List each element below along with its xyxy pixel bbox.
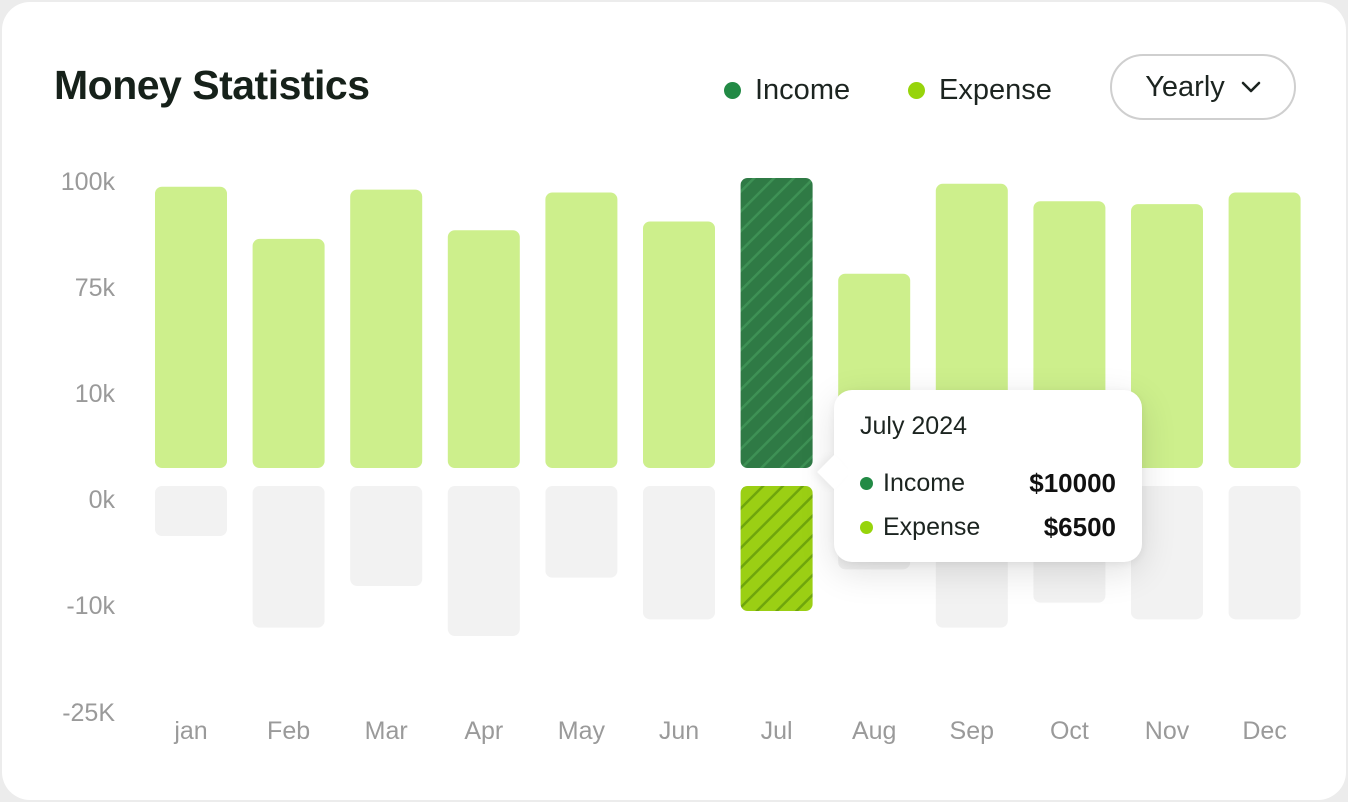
x-tick-label: Jun — [659, 717, 699, 745]
period-dropdown[interactable]: Yearly — [1110, 54, 1296, 120]
y-tick-label: -10k — [66, 592, 115, 620]
expense-bar-jul[interactable] — [740, 486, 813, 611]
x-tick-label: Feb — [267, 717, 310, 745]
income-bar-jul[interactable] — [740, 178, 813, 468]
expense-bar-dec[interactable] — [1228, 486, 1301, 620]
income-bar-mar[interactable] — [350, 189, 423, 468]
tooltip-expense-label: Expense — [883, 512, 981, 541]
legend-expense-label: Expense — [939, 73, 1052, 106]
income-bar-feb[interactable] — [252, 238, 325, 468]
y-tick-label: 10k — [75, 380, 116, 408]
legend-income-label: Income — [755, 73, 851, 106]
expense-bar-nov[interactable] — [1131, 486, 1203, 620]
tooltip-expense-row: Expense $6500 — [860, 512, 1116, 542]
income-bar-apr[interactable] — [447, 230, 520, 468]
legend-item-income: Income — [724, 70, 850, 110]
x-tick-label: Dec — [1242, 717, 1286, 745]
page-title: Money Statistics — [54, 62, 370, 108]
tooltip-expense-value: $6500 — [1043, 511, 1116, 542]
income-bar-nov[interactable] — [1131, 204, 1203, 468]
tooltip-title: July 2024 — [860, 412, 968, 440]
x-tick-label: jan — [173, 717, 207, 745]
income-bar-may[interactable] — [545, 192, 618, 469]
expense-bar-apr[interactable] — [447, 486, 520, 636]
period-dropdown-value: Yearly — [1145, 70, 1225, 103]
y-tick-label: -25K — [62, 699, 115, 727]
legend-item-expense: Expense — [908, 70, 1052, 110]
tooltip-income-row: Income $10000 — [860, 468, 1116, 498]
expense-bar-jun[interactable] — [643, 486, 715, 620]
income-dot-icon — [724, 81, 741, 99]
income-dot-icon — [860, 476, 873, 490]
x-tick-label: Aug — [852, 717, 896, 745]
x-tick-label: Apr — [464, 717, 503, 745]
expense-bar-mar[interactable] — [350, 486, 423, 586]
income-bar-jun[interactable] — [643, 221, 715, 469]
tooltip-card: July 2024 — [817, 390, 1142, 562]
expense-bar-feb[interactable] — [252, 486, 325, 628]
x-tick-label: Oct — [1050, 717, 1089, 745]
tooltip-income-label: Income — [883, 468, 965, 497]
y-tick-label: 100k — [61, 168, 116, 196]
chevron-down-icon — [1241, 81, 1261, 93]
y-tick-label: 75k — [75, 274, 116, 302]
tooltip-income-value: $10000 — [1029, 467, 1116, 498]
y-tick-label: 0k — [89, 486, 116, 514]
income-bar-jan[interactable] — [155, 186, 227, 468]
x-tick-label: Jul — [761, 717, 793, 745]
expense-bar-jan[interactable] — [155, 486, 227, 536]
x-tick-label: Mar — [365, 717, 408, 745]
x-tick-label: Sep — [950, 717, 994, 745]
x-tick-label: May — [558, 717, 606, 745]
expense-bar-may[interactable] — [545, 486, 618, 578]
x-tick-label: Nov — [1145, 717, 1190, 745]
expense-dot-icon — [860, 520, 873, 534]
expense-dot-icon — [908, 81, 925, 99]
income-bar-dec[interactable] — [1228, 192, 1301, 469]
